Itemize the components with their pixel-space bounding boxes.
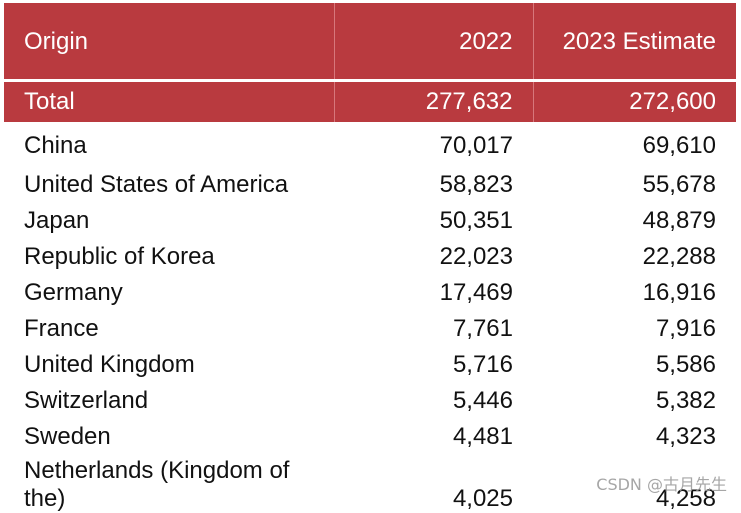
table-row: Sweden 4,481 4,323 xyxy=(4,419,736,455)
value-2022-cell: 5,716 xyxy=(334,347,533,383)
table-row: United Kingdom 5,716 5,586 xyxy=(4,347,736,383)
header-2023-estimate: 2023 Estimate xyxy=(533,3,736,81)
value-2023-cell: 5,586 xyxy=(533,347,736,383)
value-2022-cell: 50,351 xyxy=(334,203,533,239)
origin-cell: Netherlands (Kingdom of the) xyxy=(4,455,334,513)
value-2023-cell: 7,916 xyxy=(533,311,736,347)
value-2023-cell: 48,879 xyxy=(533,203,736,239)
table-row: France 7,761 7,916 xyxy=(4,311,736,347)
origin-cell: China xyxy=(4,122,334,167)
value-2022-cell: 22,023 xyxy=(334,239,533,275)
origin-cell: Germany xyxy=(4,275,334,311)
table-row: Switzerland 5,446 5,382 xyxy=(4,383,736,419)
total-label: Total xyxy=(4,81,334,123)
table-body: Total 277,632 272,600 China 70,017 69,61… xyxy=(4,81,736,513)
value-2022-cell: 70,017 xyxy=(334,122,533,167)
value-2022-cell: 7,761 xyxy=(334,311,533,347)
value-2023-cell: 4,323 xyxy=(533,419,736,455)
total-2022: 277,632 xyxy=(334,81,533,123)
value-2022-cell: 4,025 xyxy=(334,455,533,513)
origin-cell: United Kingdom xyxy=(4,347,334,383)
table-row: Republic of Korea 22,023 22,288 xyxy=(4,239,736,275)
value-2022-cell: 17,469 xyxy=(334,275,533,311)
origin-cell: Republic of Korea xyxy=(4,239,334,275)
pct-applications-table: Origin 2022 2023 Estimate Total 277,632 … xyxy=(4,3,736,513)
value-2023-cell: 69,610 xyxy=(533,122,736,167)
header-2022: 2022 xyxy=(334,3,533,81)
value-2023-cell: 55,678 xyxy=(533,167,736,203)
value-2022-cell: 5,446 xyxy=(334,383,533,419)
table-row: United States of America 58,823 55,678 xyxy=(4,167,736,203)
table-row: Germany 17,469 16,916 xyxy=(4,275,736,311)
origin-cell: Switzerland xyxy=(4,383,334,419)
header-row: Origin 2022 2023 Estimate xyxy=(4,3,736,81)
value-2022-cell: 4,481 xyxy=(334,419,533,455)
value-2023-cell: 22,288 xyxy=(533,239,736,275)
data-table: Origin 2022 2023 Estimate Total 277,632 … xyxy=(4,3,736,513)
table-row: Netherlands (Kingdom of the) 4,025 4,258 xyxy=(4,455,736,513)
value-2022-cell: 58,823 xyxy=(334,167,533,203)
origin-cell: Japan xyxy=(4,203,334,239)
total-2023: 272,600 xyxy=(533,81,736,123)
header-origin: Origin xyxy=(4,3,334,81)
origin-cell: France xyxy=(4,311,334,347)
origin-cell: United States of America xyxy=(4,167,334,203)
origin-cell: Sweden xyxy=(4,419,334,455)
table-header: Origin 2022 2023 Estimate xyxy=(4,3,736,81)
total-row: Total 277,632 272,600 xyxy=(4,81,736,123)
table-row: China 70,017 69,610 xyxy=(4,122,736,167)
value-2023-cell: 16,916 xyxy=(533,275,736,311)
value-2023-cell: 4,258 xyxy=(533,455,736,513)
value-2023-cell: 5,382 xyxy=(533,383,736,419)
table-row: Japan 50,351 48,879 xyxy=(4,203,736,239)
